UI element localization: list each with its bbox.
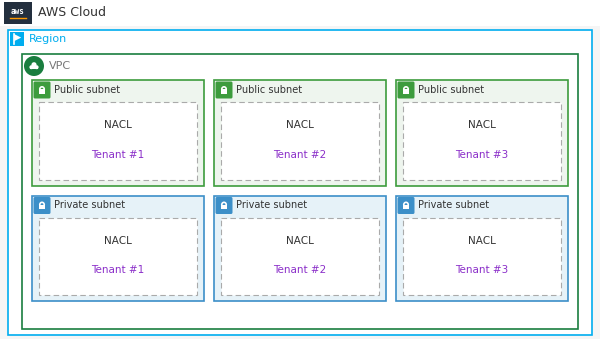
Text: NACL: NACL [104, 236, 132, 246]
Bar [39, 89, 45, 94]
Bar [221, 89, 227, 94]
Bar [39, 218, 197, 295]
Text: Public subnet: Public subnet [54, 85, 120, 95]
Text: Public subnet: Public subnet [418, 85, 484, 95]
Text: Tenant #3: Tenant #3 [455, 265, 509, 275]
FancyBboxPatch shape [398, 81, 415, 99]
Bar [403, 102, 561, 179]
Text: NACL: NACL [104, 120, 132, 130]
Bar [214, 80, 386, 185]
Bar [10, 32, 24, 46]
Bar [221, 205, 227, 209]
Text: Tenant #3: Tenant #3 [455, 150, 509, 160]
Text: Private subnet: Private subnet [54, 200, 125, 211]
Bar [221, 218, 379, 295]
FancyBboxPatch shape [215, 81, 233, 99]
Text: Tenant #2: Tenant #2 [274, 265, 326, 275]
Bar [39, 102, 197, 179]
Bar [396, 196, 568, 301]
Bar [221, 102, 379, 179]
Text: Private subnet: Private subnet [418, 200, 489, 211]
Bar [32, 196, 204, 301]
Text: Tenant #1: Tenant #1 [91, 150, 145, 160]
Circle shape [24, 56, 44, 76]
Text: NACL: NACL [286, 236, 314, 246]
Bar [214, 196, 386, 301]
Bar [22, 54, 578, 329]
Bar [403, 205, 409, 209]
Bar [39, 205, 45, 209]
Bar [403, 89, 409, 94]
FancyBboxPatch shape [34, 81, 50, 99]
FancyBboxPatch shape [398, 197, 415, 214]
Bar [403, 218, 561, 295]
Text: aws: aws [11, 7, 25, 17]
Circle shape [35, 65, 38, 69]
Text: Private subnet: Private subnet [236, 200, 307, 211]
Text: VPC: VPC [49, 61, 71, 71]
Bar [31, 67, 38, 69]
Text: NACL: NACL [468, 236, 496, 246]
Bar [4, 2, 32, 24]
Bar [8, 30, 592, 335]
Text: NACL: NACL [468, 120, 496, 130]
Bar [32, 80, 204, 185]
Text: Public subnet: Public subnet [236, 85, 302, 95]
Text: Tenant #1: Tenant #1 [91, 265, 145, 275]
Text: NACL: NACL [286, 120, 314, 130]
Circle shape [31, 62, 37, 67]
Polygon shape [14, 34, 21, 41]
Bar [396, 80, 568, 185]
Circle shape [29, 65, 34, 69]
Text: AWS Cloud: AWS Cloud [38, 6, 106, 20]
Text: Region: Region [29, 34, 67, 44]
Text: Tenant #2: Tenant #2 [274, 150, 326, 160]
FancyBboxPatch shape [215, 197, 233, 214]
Bar [0, 0, 600, 26]
FancyBboxPatch shape [34, 197, 50, 214]
